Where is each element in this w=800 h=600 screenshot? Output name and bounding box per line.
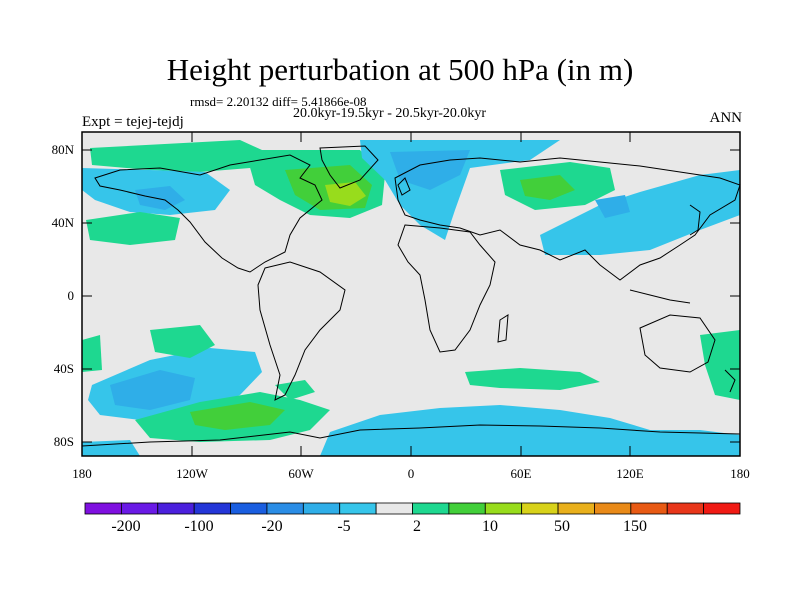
uk-coast (397, 177, 411, 196)
colorbar-swatch (157, 502, 195, 515)
lon-label-180e: 180 (730, 466, 750, 481)
colorbar-label: 10 (482, 518, 498, 535)
lon-label-60w: 60W (288, 466, 314, 481)
period-label: 20.0kyr-19.5kyr - 20.5kyr-20.0kyr (293, 106, 487, 121)
colorbar-label: 2 (413, 518, 421, 535)
africa-coast (397, 224, 496, 353)
colorbar-label: -200 (111, 518, 141, 535)
colorbar-swatch (448, 502, 486, 515)
lat-label-eq: 0 (67, 288, 75, 303)
positive-core (190, 402, 285, 430)
lon-label-120e: 120E (616, 466, 644, 481)
stats-line: rmsd= 2.20132 diff= 5.41866e-08 (190, 94, 367, 109)
colorbar-swatch (703, 502, 741, 515)
positive-region (82, 335, 102, 372)
colorbar-label: 50 (554, 518, 570, 535)
season-label: ANN (709, 110, 743, 126)
colorbar-swatch (193, 502, 231, 515)
colorbar-swatch (521, 502, 559, 515)
colorbar-swatch (84, 502, 122, 515)
new-zealand-coast (724, 369, 736, 393)
negative-core (135, 186, 185, 210)
japan-coast (689, 204, 701, 236)
colorbar-swatch (412, 502, 450, 515)
australia-coast (639, 314, 716, 373)
south-america-coast (257, 261, 346, 401)
colorbar (84, 502, 741, 515)
colorbar-label: -20 (261, 518, 283, 535)
colorbar-swatch (557, 502, 595, 515)
colorbar-label: 150 (623, 518, 647, 535)
lat-label-40n: 40N (51, 215, 74, 230)
colorbar-swatch (666, 502, 705, 515)
positive-region (700, 330, 740, 400)
negative-core (110, 370, 195, 410)
colorbar-swatch (630, 502, 668, 515)
lat-label-80n: 80N (51, 142, 74, 157)
lon-ticks (191, 132, 631, 456)
madagascar-coast (497, 314, 509, 343)
lat-label-80s: 80S (53, 434, 74, 449)
experiment-label: Expt = tejej-tejdj (82, 114, 184, 130)
eurasia-coast (394, 157, 741, 281)
lon-label-0: 0 (407, 466, 415, 481)
indonesia-coast (629, 289, 691, 304)
negative-region (320, 405, 740, 456)
colorbar-swatch (120, 502, 159, 515)
colorbar-swatch (484, 502, 523, 515)
greenland-coast (319, 145, 379, 189)
lat-label-40s: 40S (53, 361, 74, 376)
lon-label-180w: 180 (72, 466, 92, 481)
positive-core (520, 175, 575, 200)
colorbar-swatch (339, 502, 377, 515)
colorbar-swatch (266, 502, 304, 515)
colorbar-swatch (594, 502, 632, 515)
coastlines (81, 145, 741, 447)
colorbar-swatch (375, 502, 413, 515)
lon-label-60e: 60E (510, 466, 532, 481)
negative-core (595, 195, 630, 218)
positive-core (325, 182, 366, 206)
colorbar-label: -100 (184, 518, 214, 535)
colorbar-swatch (302, 502, 341, 515)
negative-region (540, 170, 740, 255)
lat-ticks (82, 149, 740, 443)
positive-region (150, 325, 215, 358)
positive-region (465, 368, 600, 390)
positive-region (90, 140, 262, 172)
lon-label-120w: 120W (176, 466, 208, 481)
colorbar-label: -5 (337, 518, 351, 535)
anomaly-fields (82, 140, 740, 456)
negative-region (82, 440, 140, 456)
north-america-coast (94, 154, 323, 273)
map-title: Height perturbation at 500 hPa (in m) (166, 52, 634, 87)
antarctica-coast (81, 424, 741, 447)
colorbar-swatch (230, 502, 268, 515)
positive-region (86, 212, 180, 245)
